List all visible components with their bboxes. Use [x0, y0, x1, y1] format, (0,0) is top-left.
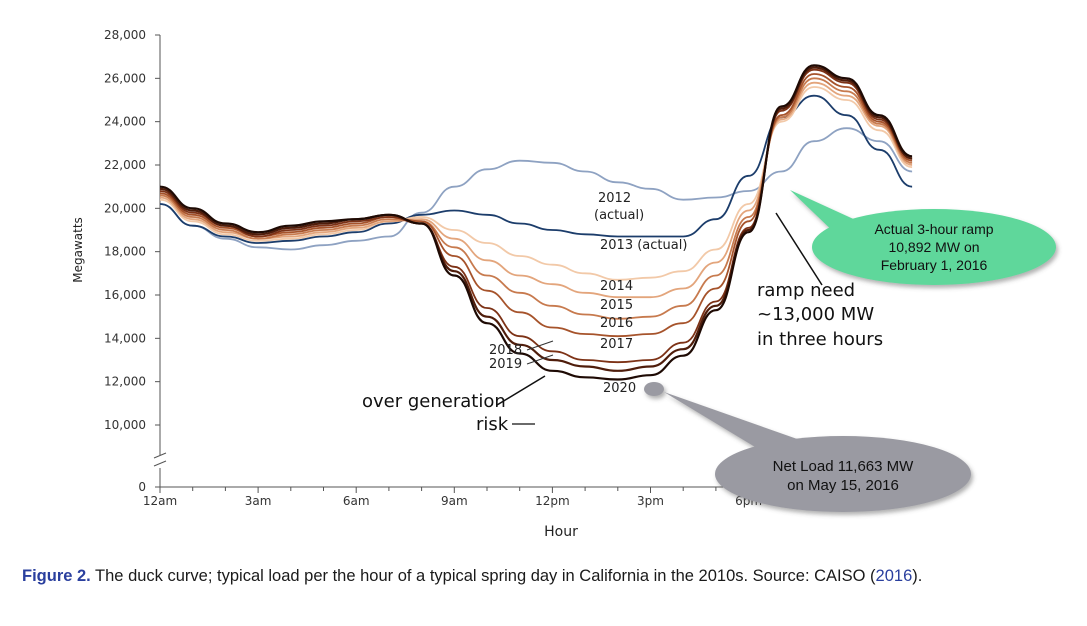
label-2013: 2013 (actual) — [600, 238, 687, 253]
overgen-label-1: over generation — [362, 391, 506, 412]
series-line-2015 — [159, 81, 913, 299]
gray-callout — [644, 382, 971, 512]
y-axis-title: Megawatts — [71, 217, 85, 283]
gray-callout-line-2: on May 15, 2016 — [787, 477, 899, 494]
y-tick-label: 28,000 — [104, 28, 146, 42]
green-callout-line-3: February 1, 2016 — [881, 257, 988, 273]
y-axis-break — [153, 452, 167, 467]
leader-2018 — [526, 340, 554, 351]
series-line-2013 — [159, 94, 913, 244]
net-load-marker — [644, 382, 664, 396]
leader-2019 — [526, 354, 554, 365]
y-tick-label: 24,000 — [104, 115, 146, 129]
x-axis-title: Hour — [544, 524, 578, 540]
duck-curve-chart: 28,000 26,000 24,000 22,000 20,000 18,000 16,0… — [71, 28, 1056, 540]
series-line-2020 — [159, 64, 913, 381]
label-2019: 2019 — [489, 357, 522, 372]
x-tick-label: 6am — [343, 494, 370, 508]
ramp-label-2: ~13,000 MW — [757, 304, 874, 325]
ramp-label-1: ramp need — [757, 280, 855, 301]
label-2018: 2018 — [489, 343, 522, 358]
y-tick-label: 0 — [138, 480, 146, 494]
gray-callout-line-1: Net Load 11,663 MW — [773, 458, 914, 475]
y-tick-label: 20,000 — [104, 201, 146, 215]
y-tick-label: 16,000 — [104, 288, 146, 302]
green-callout — [790, 190, 1056, 285]
y-tick-label: 18,000 — [104, 245, 146, 259]
overgen-arrow — [496, 375, 546, 406]
label-2014: 2014 — [600, 279, 633, 294]
series-line-2016 — [159, 77, 913, 320]
label-2016: 2016 — [600, 316, 633, 331]
x-tick-label: 9am — [441, 494, 468, 508]
y-tick-label: 10,000 — [104, 418, 146, 432]
figure-label: Figure 2. — [22, 567, 91, 585]
series-line-2018 — [159, 68, 913, 364]
y-tick-label: 14,000 — [104, 331, 146, 345]
green-callout-line-1: Actual 3-hour ramp — [874, 221, 993, 237]
figure-caption: Figure 2. The duck curve; typical load p… — [22, 567, 1072, 586]
y-tick-label: 26,000 — [104, 71, 146, 85]
caption-text: The duck curve; typical load per the hou… — [90, 567, 876, 585]
series-layer — [159, 64, 913, 381]
annotation-layer: 2012 (actual) 2013 (actual) 2014 2015 20… — [362, 190, 1056, 512]
x-tick-label: 12am — [143, 494, 177, 508]
citation-link[interactable]: 2016 — [875, 567, 913, 585]
label-2017: 2017 — [600, 337, 633, 352]
x-tick-label: 12pm — [535, 494, 570, 508]
overgen-label-2: risk — [476, 414, 509, 435]
series-line-2014 — [159, 86, 913, 281]
label-2012-actual: (actual) — [594, 208, 644, 223]
label-2020: 2020 — [603, 381, 636, 396]
caption-end: ). — [912, 567, 923, 585]
y-tick-label: 12,000 — [104, 375, 146, 389]
series-line-2017 — [159, 73, 913, 338]
label-2012: 2012 — [598, 191, 631, 206]
series-line-2019 — [159, 66, 913, 372]
ramp-label-3: in three hours — [757, 329, 883, 350]
x-tick-label: 3am — [245, 494, 272, 508]
green-callout-line-2: 10,892 MW on — [888, 239, 979, 255]
label-2015: 2015 — [600, 298, 633, 313]
x-tick-label: 3pm — [637, 494, 664, 508]
y-tick-label: 22,000 — [104, 158, 146, 172]
series-line-2012 — [159, 127, 913, 251]
ramp-arrow — [775, 212, 823, 286]
